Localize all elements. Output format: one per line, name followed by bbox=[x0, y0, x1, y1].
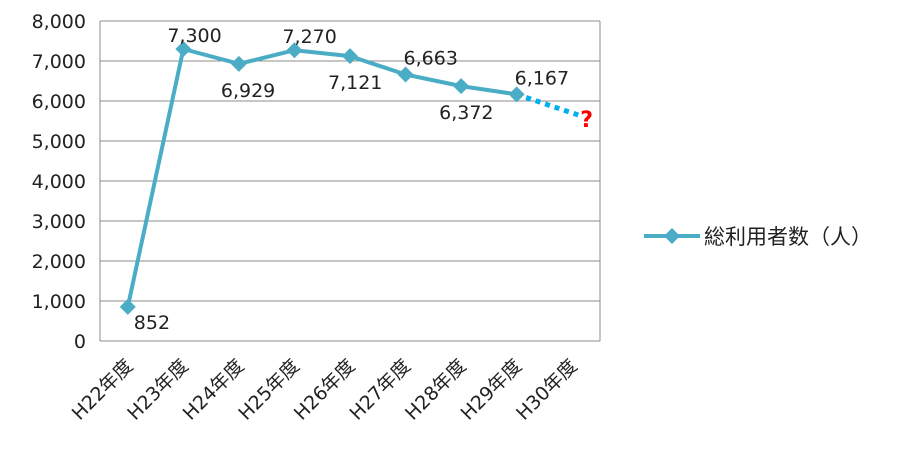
projection-line bbox=[515, 91, 580, 118]
x-tick-label: H23年度 bbox=[123, 355, 193, 425]
data-point-marker bbox=[230, 55, 247, 72]
data-label: 7,121 bbox=[328, 72, 382, 94]
y-tick-label: 4,000 bbox=[32, 171, 86, 193]
legend-marker bbox=[664, 228, 680, 244]
legend-label: 総利用者数（人） bbox=[704, 225, 872, 249]
data-label: 7,300 bbox=[167, 25, 221, 47]
data-label: 6,929 bbox=[221, 80, 275, 102]
x-tick-label: H30年度 bbox=[512, 355, 582, 425]
y-tick-label: 5,000 bbox=[32, 131, 86, 153]
x-tick-label: H26年度 bbox=[290, 355, 360, 425]
gridlines bbox=[99, 20, 601, 342]
data-point-marker bbox=[342, 48, 358, 65]
projection-question-mark: ? bbox=[580, 108, 593, 133]
y-tick-label: 8,000 bbox=[32, 11, 86, 33]
x-tick-label: H25年度 bbox=[234, 355, 304, 425]
data-label: 7,270 bbox=[282, 26, 336, 48]
y-tick-label: 1,000 bbox=[32, 291, 86, 313]
legend: 総利用者数（人） bbox=[644, 225, 872, 249]
data-label: 6,663 bbox=[404, 47, 458, 69]
data-label: 6,167 bbox=[515, 67, 569, 89]
y-axis-ticks: 0 1,000 2,000 3,000 4,000 5,000 6,000 7,000 8,00… bbox=[32, 11, 86, 353]
data-point-marker bbox=[397, 66, 414, 83]
series-line: ? bbox=[119, 41, 593, 315]
x-tick-label: H24年度 bbox=[179, 355, 249, 425]
data-labels: 852 7,300 6,929 7,270 7,121 6,663 6,372 6,167 bbox=[134, 25, 569, 334]
x-tick-label: H22年度 bbox=[68, 355, 138, 425]
y-tick-label: 3,000 bbox=[32, 211, 86, 233]
x-tick-label: H28年度 bbox=[401, 355, 471, 425]
data-label: 6,372 bbox=[439, 102, 493, 124]
data-label: 852 bbox=[134, 312, 170, 334]
series-line-path bbox=[125, 47, 517, 308]
x-tick-label: H27年度 bbox=[345, 355, 415, 425]
x-axis-ticks: H22年度H23年度H24年度H25年度H26年度H27年度H28年度H29年度… bbox=[68, 355, 582, 425]
data-point-marker bbox=[119, 298, 136, 315]
y-tick-label: 6,000 bbox=[32, 91, 86, 113]
y-tick-label: 0 bbox=[74, 331, 86, 353]
x-tick-label: H29年度 bbox=[457, 355, 527, 425]
y-tick-label: 2,000 bbox=[32, 251, 86, 273]
data-point-marker bbox=[175, 41, 192, 57]
y-tick-label: 7,000 bbox=[32, 51, 86, 73]
data-point-marker bbox=[453, 78, 470, 95]
data-point-marker bbox=[286, 42, 303, 59]
data-point-marker bbox=[508, 86, 525, 103]
